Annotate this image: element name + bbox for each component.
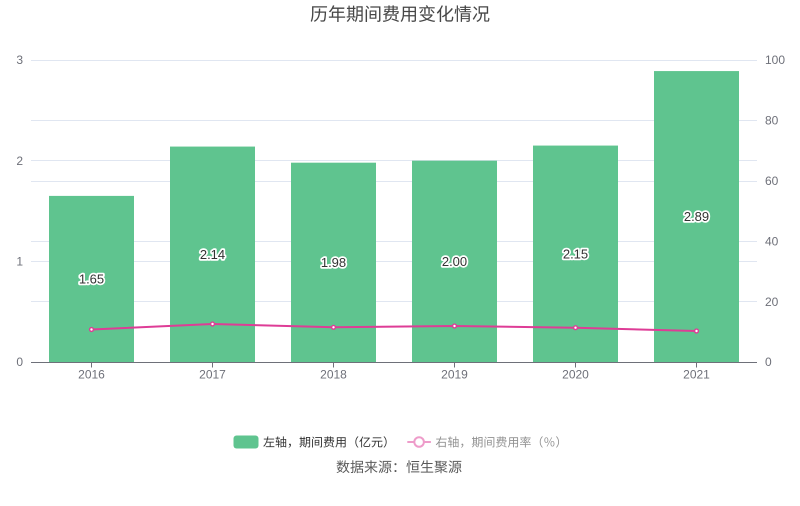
svg-text:2016: 2016 <box>78 368 105 382</box>
svg-text:2019: 2019 <box>441 368 468 382</box>
svg-text:60: 60 <box>765 174 779 188</box>
svg-text:1.65: 1.65 <box>79 272 104 287</box>
svg-text:80: 80 <box>765 114 779 128</box>
svg-text:2018: 2018 <box>320 368 347 382</box>
svg-text:2.89: 2.89 <box>684 209 709 224</box>
svg-text:2.15: 2.15 <box>563 246 588 261</box>
svg-text:2020: 2020 <box>562 368 589 382</box>
svg-text:20: 20 <box>765 295 779 309</box>
svg-text:100: 100 <box>765 53 785 67</box>
svg-text:1: 1 <box>16 255 23 269</box>
svg-text:40: 40 <box>765 234 779 248</box>
svg-text:2017: 2017 <box>199 368 226 382</box>
svg-text:2: 2 <box>16 154 23 168</box>
svg-text:1.98: 1.98 <box>321 255 346 270</box>
svg-text:2021: 2021 <box>683 368 710 382</box>
svg-text:0: 0 <box>16 355 23 369</box>
svg-text:2.00: 2.00 <box>442 254 467 269</box>
svg-text:0: 0 <box>765 355 772 369</box>
svg-text:2.14: 2.14 <box>200 247 225 262</box>
svg-text:3: 3 <box>16 53 23 67</box>
